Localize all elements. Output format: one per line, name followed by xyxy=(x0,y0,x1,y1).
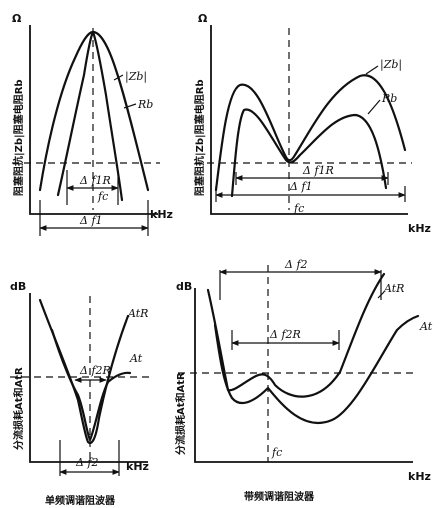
zb-curve xyxy=(214,74,407,192)
x-unit: kHz xyxy=(408,222,431,235)
fc-label: fc xyxy=(293,202,304,215)
rb-leader xyxy=(367,99,381,115)
axes xyxy=(194,288,413,463)
df2-label: Δ f2 xyxy=(284,258,308,271)
df1-label: Δ f1 xyxy=(79,214,103,227)
x-unit: kHz xyxy=(408,470,431,483)
y-unit: dB xyxy=(176,280,192,293)
y-axis-label: 分流损耗At和AtR xyxy=(12,367,25,450)
panel-bottom-left: dB kHz 分流损耗At和AtR AtR At Δ f2R Δ f2 单频调谐… xyxy=(10,280,150,507)
y-axis-label: 阻塞阻抗|Zb|阻塞电阻Rb xyxy=(12,79,25,196)
zb-curve xyxy=(38,30,150,192)
fc-label: fc xyxy=(271,446,282,459)
at-label: At xyxy=(129,352,143,365)
fc-label: fc xyxy=(97,190,108,203)
zb-label: |Zb| xyxy=(125,70,147,84)
df1-label: Δ f1 xyxy=(289,180,313,193)
df2-label: Δ f2 xyxy=(75,456,99,469)
caption: 单频调谐阻波器 xyxy=(45,494,116,507)
y-unit: dB xyxy=(10,280,26,293)
rb-leader xyxy=(123,103,137,109)
panel-top-left: Ω kHz 阻塞阻抗|Zb|阻塞电阻Rb |Zb| Rb Δ f1R fc Δ … xyxy=(12,12,173,236)
df1r-label: Δ f1R xyxy=(79,174,111,187)
y-unit: Ω xyxy=(12,12,22,25)
y-unit: Ω xyxy=(198,12,208,25)
at-curve xyxy=(50,328,132,442)
zb-leader xyxy=(113,74,124,81)
zb-leader xyxy=(365,65,379,75)
y-axis-label: 分流损耗At和AtR xyxy=(174,372,187,455)
at-curve xyxy=(213,314,420,425)
y-axis-label: 阻塞阻抗|Zb|阻塞电阻Rb xyxy=(193,79,206,196)
atr-curve xyxy=(206,272,386,398)
at-label: At xyxy=(419,320,433,333)
df2r-label: Δ f2R xyxy=(269,328,301,341)
rb-label: Rb xyxy=(381,92,397,105)
zb-label: |Zb| xyxy=(380,58,402,72)
x-unit: kHz xyxy=(126,460,149,473)
axes xyxy=(29,293,148,463)
atr-label: AtR xyxy=(127,307,148,320)
df1r-label: Δ f1R xyxy=(302,164,334,177)
rb-curve xyxy=(56,30,124,202)
rb-curve xyxy=(230,108,388,198)
panel-top-right: Ω kHz 阻塞阻抗|Zb|阻塞电阻Rb |Zb| Rb Δ f1R Δ f1 … xyxy=(193,12,431,235)
panel-bottom-right: dB kHz 分流损耗At和AtR AtR At Δ f2 Δ f2R fc 带… xyxy=(174,258,433,503)
df2r-label: Δ f2R xyxy=(79,364,111,377)
rb-label: Rb xyxy=(137,98,153,111)
atr-label: AtR xyxy=(383,282,404,295)
axes xyxy=(210,25,408,215)
caption: 带频调谐阻波器 xyxy=(244,490,315,503)
axes xyxy=(29,25,158,215)
x-unit: kHz xyxy=(150,208,173,221)
atr-curve xyxy=(38,298,130,445)
